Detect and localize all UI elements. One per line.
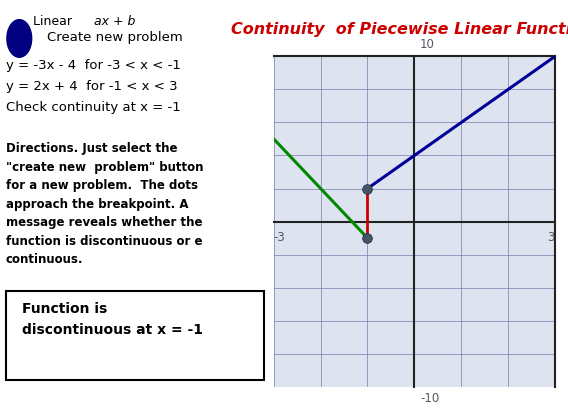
Text: 3: 3 xyxy=(548,232,555,245)
Text: Directions. Just select the
"create new  problem" button
for a new problem.  The: Directions. Just select the "create new … xyxy=(6,142,203,266)
Text: y = 2x + 4  for -1 < x < 3: y = 2x + 4 for -1 < x < 3 xyxy=(6,80,177,93)
Text: -10: -10 xyxy=(420,392,439,405)
Text: Function is
discontinuous at x = -1: Function is discontinuous at x = -1 xyxy=(22,302,203,337)
Text: Linear: Linear xyxy=(33,15,84,28)
Circle shape xyxy=(7,20,32,57)
Text: y = -3x - 4  for -3 < x < -1: y = -3x - 4 for -3 < x < -1 xyxy=(6,59,181,72)
Text: Create new problem: Create new problem xyxy=(47,31,182,44)
Text: Continuity  of Piecewise Linear Functions: Continuity of Piecewise Linear Functions xyxy=(232,22,568,37)
Text: Check continuity at x = -1: Check continuity at x = -1 xyxy=(6,101,180,114)
Text: 10: 10 xyxy=(420,38,435,51)
Text: -3: -3 xyxy=(274,232,286,245)
FancyBboxPatch shape xyxy=(6,291,265,380)
Text: ax + b: ax + b xyxy=(94,15,135,28)
